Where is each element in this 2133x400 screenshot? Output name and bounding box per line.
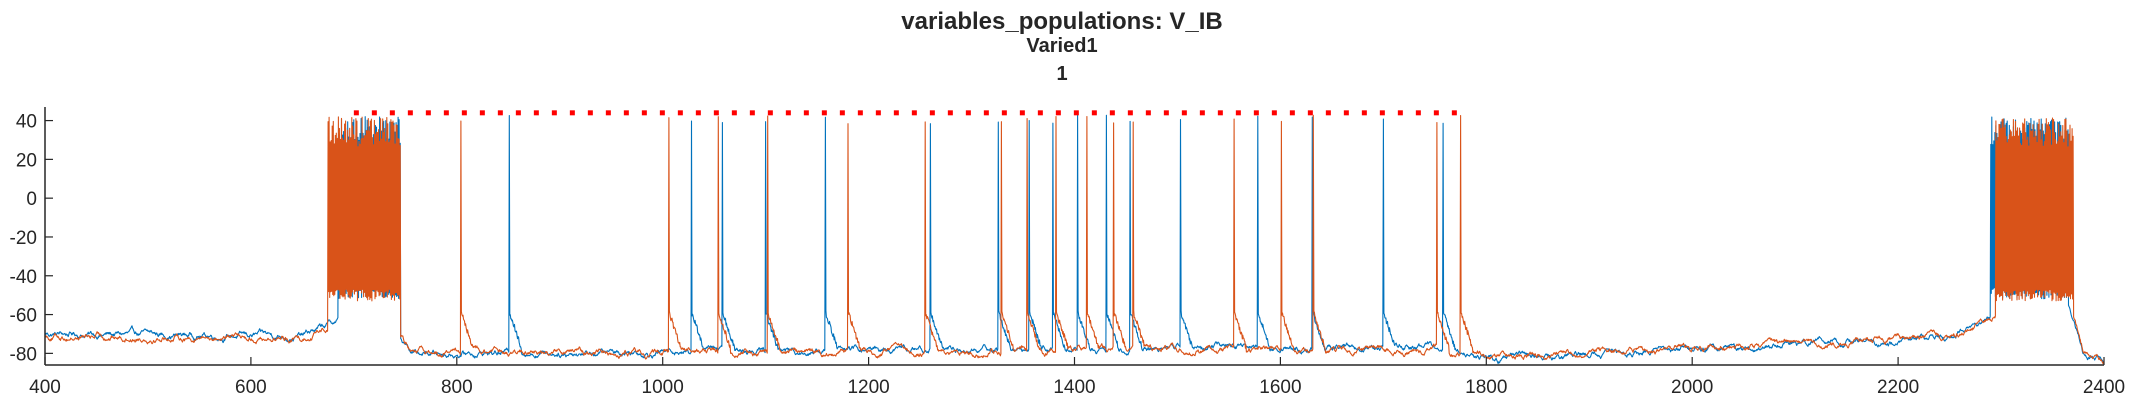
x-tick-label: 2400 bbox=[2083, 377, 2125, 398]
spike-marker-dot bbox=[713, 110, 719, 116]
spike-marker-dot bbox=[443, 110, 449, 116]
chart-title: variables_populations: V_IB bbox=[901, 8, 1222, 35]
spike-marker-dot bbox=[353, 110, 359, 116]
x-tick-label: 1200 bbox=[847, 377, 889, 398]
x-tick-label: 800 bbox=[441, 377, 473, 398]
spike-marker-dot bbox=[839, 110, 845, 116]
y-axis-ticks: -80 -60 -40 -20 0 20 40 bbox=[10, 112, 53, 365]
spike-marker-dot bbox=[1109, 110, 1115, 116]
spike-marker-dot bbox=[731, 110, 737, 116]
spike-marker-dot bbox=[551, 110, 557, 116]
x-tick-label: 1000 bbox=[642, 377, 684, 398]
spike-marker-dot bbox=[1379, 110, 1385, 116]
chart-subtitle-2: 1 bbox=[1056, 63, 1067, 85]
x-tick-label: 2000 bbox=[1671, 377, 1713, 398]
y-tick-label: 20 bbox=[16, 150, 37, 171]
series-layer bbox=[44, 114, 2105, 365]
spike-marker-dot bbox=[587, 110, 593, 116]
spike-marker-dot bbox=[479, 110, 485, 116]
spike-markers bbox=[353, 110, 1457, 116]
spike-marker-dot bbox=[947, 110, 953, 116]
spike-marker-dot bbox=[623, 110, 629, 116]
spike-marker-dot bbox=[425, 110, 431, 116]
spike-marker-dot bbox=[533, 110, 539, 116]
spike-marker-dot bbox=[1091, 110, 1097, 116]
series-line-2 bbox=[44, 114, 2105, 365]
spike-marker-dot bbox=[821, 110, 827, 116]
spike-marker-dot bbox=[1415, 110, 1421, 116]
spike-marker-dot bbox=[569, 110, 575, 116]
spike-marker-dot bbox=[1361, 110, 1367, 116]
spike-marker-dot bbox=[803, 110, 809, 116]
y-tick-label: -40 bbox=[10, 267, 37, 288]
spike-marker-dot bbox=[1343, 110, 1349, 116]
spike-marker-dot bbox=[1397, 110, 1403, 116]
spike-marker-dot bbox=[1451, 110, 1457, 116]
spike-marker-dot bbox=[1217, 110, 1223, 116]
spike-marker-dot bbox=[1433, 110, 1439, 116]
spike-marker-dot bbox=[407, 110, 413, 116]
spike-marker-dot bbox=[1001, 110, 1007, 116]
spike-marker-dot bbox=[515, 110, 521, 116]
x-axis-ticks: 400 600 800 1000 1200 1400 1600 1800 2000 2200 240… bbox=[29, 357, 2125, 398]
x-tick-label: 1600 bbox=[1259, 377, 1301, 398]
spike-marker-dot bbox=[1325, 110, 1331, 116]
x-tick-label: 1800 bbox=[1465, 377, 1507, 398]
spike-marker-dot bbox=[641, 110, 647, 116]
spike-marker-dot bbox=[1253, 110, 1259, 116]
y-tick-label: -20 bbox=[10, 228, 37, 249]
spike-marker-dot bbox=[965, 110, 971, 116]
spike-marker-dot bbox=[605, 110, 611, 116]
spike-marker-dot bbox=[1235, 110, 1241, 116]
x-tick-label: 400 bbox=[29, 377, 61, 398]
spike-marker-dot bbox=[1019, 110, 1025, 116]
spike-marker-dot bbox=[371, 110, 377, 116]
spike-marker-dot bbox=[1073, 110, 1079, 116]
spike-marker-dot bbox=[749, 110, 755, 116]
spike-marker-dot bbox=[875, 110, 881, 116]
chart-subtitle-1: Varied1 bbox=[1026, 35, 1097, 57]
spike-marker-dot bbox=[1127, 110, 1133, 116]
spike-marker-dot bbox=[857, 110, 863, 116]
spike-marker-dot bbox=[929, 110, 935, 116]
spike-marker-dot bbox=[1163, 110, 1169, 116]
spike-marker-dot bbox=[677, 110, 683, 116]
y-tick-label: -60 bbox=[10, 306, 37, 327]
spike-marker-dot bbox=[911, 110, 917, 116]
spike-marker-dot bbox=[695, 110, 701, 116]
spike-marker-dot bbox=[389, 110, 395, 116]
spike-marker-dot bbox=[659, 110, 665, 116]
x-tick-label: 2200 bbox=[1877, 377, 1919, 398]
spike-marker-dot bbox=[785, 110, 791, 116]
spike-marker-dot bbox=[461, 110, 467, 116]
spike-marker-dot bbox=[893, 110, 899, 116]
spike-marker-dot bbox=[1289, 110, 1295, 116]
x-tick-label: 600 bbox=[235, 377, 267, 398]
y-tick-label: 0 bbox=[26, 189, 37, 210]
spike-marker-dot bbox=[1055, 110, 1061, 116]
spike-marker-dot bbox=[1145, 110, 1151, 116]
spike-marker-dot bbox=[1181, 110, 1187, 116]
spike-marker-dot bbox=[497, 110, 503, 116]
plot-area bbox=[44, 110, 2105, 365]
spike-marker-dot bbox=[1037, 110, 1043, 116]
x-tick-label: 1400 bbox=[1053, 377, 1095, 398]
y-tick-label: 40 bbox=[16, 112, 37, 133]
spike-marker-dot bbox=[983, 110, 989, 116]
spike-marker-dot bbox=[767, 110, 773, 116]
spike-marker-dot bbox=[1307, 110, 1313, 116]
spike-marker-dot bbox=[1271, 110, 1277, 116]
y-tick-label: -80 bbox=[10, 344, 37, 365]
spike-marker-dot bbox=[1199, 110, 1205, 116]
